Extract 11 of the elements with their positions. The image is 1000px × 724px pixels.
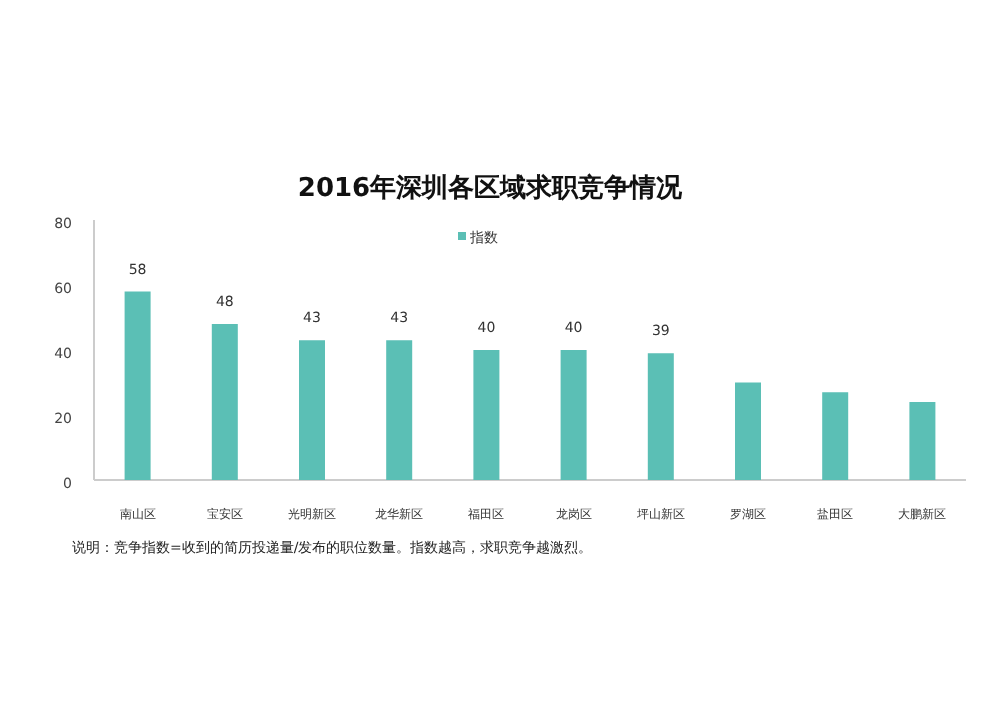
bar (560, 350, 587, 480)
bar (822, 392, 849, 480)
bar (124, 291, 151, 480)
bar (386, 340, 413, 480)
bar (909, 402, 936, 480)
bar (473, 350, 500, 480)
chart-title: 2016年深圳各区域求职竞争情况 (297, 172, 685, 204)
bar (735, 382, 761, 480)
bar (647, 353, 674, 480)
bar (211, 324, 238, 480)
bar (299, 340, 325, 480)
